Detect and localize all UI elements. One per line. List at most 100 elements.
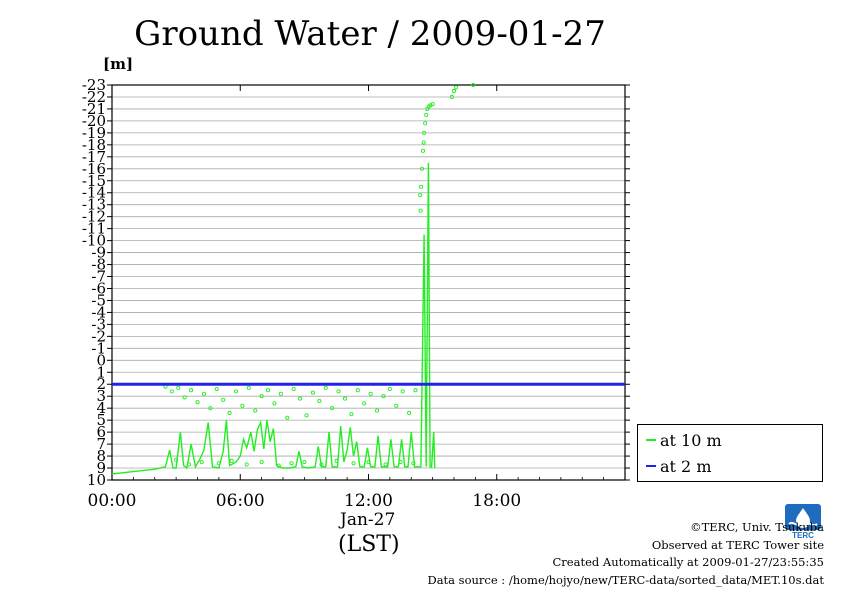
scatter-point [381, 394, 386, 399]
y-tick-label: -10 [82, 232, 106, 250]
scatter-point [189, 388, 194, 393]
y-tick-label: -1 [91, 339, 106, 357]
y-tick-label: -21 [82, 100, 106, 118]
scatter-point [208, 406, 213, 411]
scatter-point [272, 401, 277, 406]
scatter-point [349, 412, 354, 417]
y-tick-label: 7 [96, 435, 106, 453]
scatter-point [285, 415, 290, 420]
y-axis-unit: [m] [103, 55, 134, 73]
y-tick-label: -14 [82, 184, 106, 202]
y-tick-label: 10 [87, 471, 106, 489]
y-tick-label: -2 [91, 327, 106, 345]
legend-entry-2m: at 2 m [646, 456, 712, 476]
x-tick-label: 18:00 [472, 491, 521, 511]
scatter-point [336, 389, 341, 394]
y-tick-label: -3 [91, 315, 106, 333]
y-tick-label: -18 [82, 136, 106, 154]
y-tick-label: -13 [82, 196, 106, 214]
scatter-point [330, 406, 335, 411]
scatter-point [419, 166, 424, 171]
scatter-point [449, 94, 454, 100]
scatter-point [355, 388, 360, 393]
scatter-point [253, 408, 258, 413]
scatter-point [383, 462, 388, 467]
x-tick-label: 00:00 [88, 491, 137, 511]
x-axis-label: (LST) [338, 532, 400, 557]
y-tick-label: -12 [82, 208, 106, 226]
scatter-point [244, 462, 249, 467]
x-tick-label: 12:00 [344, 491, 393, 511]
y-tick-label: 1 [96, 363, 106, 381]
y-tick-label: -16 [82, 160, 106, 178]
scatter-point [289, 461, 294, 466]
y-tick-label: -20 [82, 112, 106, 130]
scatter-point [302, 459, 307, 465]
scatter-point [229, 458, 234, 463]
scatter-point [201, 391, 206, 396]
credit-created: Created Automatically at 2009-01-27/23:5… [552, 555, 825, 569]
scatter-point [351, 461, 356, 466]
scatter-point [400, 389, 405, 394]
y-tick-label: -5 [91, 291, 106, 309]
scatter-point [454, 85, 459, 90]
y-tick-label: 4 [96, 399, 106, 417]
scatter-point [419, 184, 424, 189]
scatter-point [451, 88, 457, 94]
scatter-point [394, 403, 399, 408]
scatter-point [368, 391, 373, 396]
y-tick-label: -7 [91, 268, 106, 286]
x-tick-label: 06:00 [216, 491, 265, 511]
y-tick-label: -15 [82, 172, 106, 190]
scatter-point [195, 400, 200, 405]
legend-label-2m: at 2 m [660, 456, 712, 476]
scatter-point [298, 396, 303, 401]
y-tick-label: -6 [91, 279, 106, 297]
y-tick-label: 2 [96, 375, 106, 393]
scatter-point [362, 401, 367, 406]
logo-text: TERC [792, 531, 814, 540]
x-axis-date: Jan-27 [340, 510, 396, 530]
scatter-point [407, 410, 412, 416]
scatter-point [418, 193, 423, 198]
credit-site: Observed at TERC Tower site [651, 537, 824, 552]
scatter-point [169, 389, 174, 394]
scatter-point [199, 459, 204, 465]
scatter-point [304, 413, 309, 418]
scatter-point [323, 385, 328, 390]
scatter-point [317, 398, 322, 404]
scatter-point [471, 82, 476, 88]
legend-label-10m: at 10 m [660, 430, 722, 450]
scatter-point [291, 386, 296, 392]
terc-logo-icon: TERC [785, 504, 821, 540]
scatter-point [278, 391, 283, 396]
scatter-point [387, 386, 392, 392]
y-tick-label: 8 [96, 447, 106, 465]
scatter-point [430, 102, 435, 107]
y-tick-label: 5 [96, 411, 106, 429]
y-tick-label: 3 [96, 387, 106, 405]
scatter-point [227, 410, 232, 416]
scatter-point [246, 385, 251, 390]
credits-block: ©TERC, Univ. Tsukuba Observed at TERC To… [427, 519, 824, 589]
scatter-point [259, 459, 264, 465]
scatter-point [374, 408, 380, 413]
y-tick-label: 9 [96, 459, 106, 477]
scatter-point [265, 388, 271, 393]
scatter-point [423, 121, 428, 126]
scatter-point [233, 389, 239, 394]
legend: at 10 m at 2 m [637, 424, 823, 482]
y-tick-label: 6 [96, 423, 106, 441]
credit-copyright: ©TERC, Univ. Tsukuba [690, 520, 824, 534]
plot-frame [111, 84, 626, 481]
credit-source: Data source : /home/hojyo/new/TERC-data/… [427, 572, 824, 587]
scatter-point [421, 140, 426, 145]
scatter-point [221, 397, 226, 402]
y-tick-label: 0 [96, 351, 106, 369]
y-tick-label: -17 [82, 148, 106, 166]
scatter-point [422, 130, 427, 135]
legend-swatch-10m [646, 439, 656, 441]
y-tick-label: -11 [82, 220, 106, 238]
y-tick-label: -22 [82, 88, 106, 106]
